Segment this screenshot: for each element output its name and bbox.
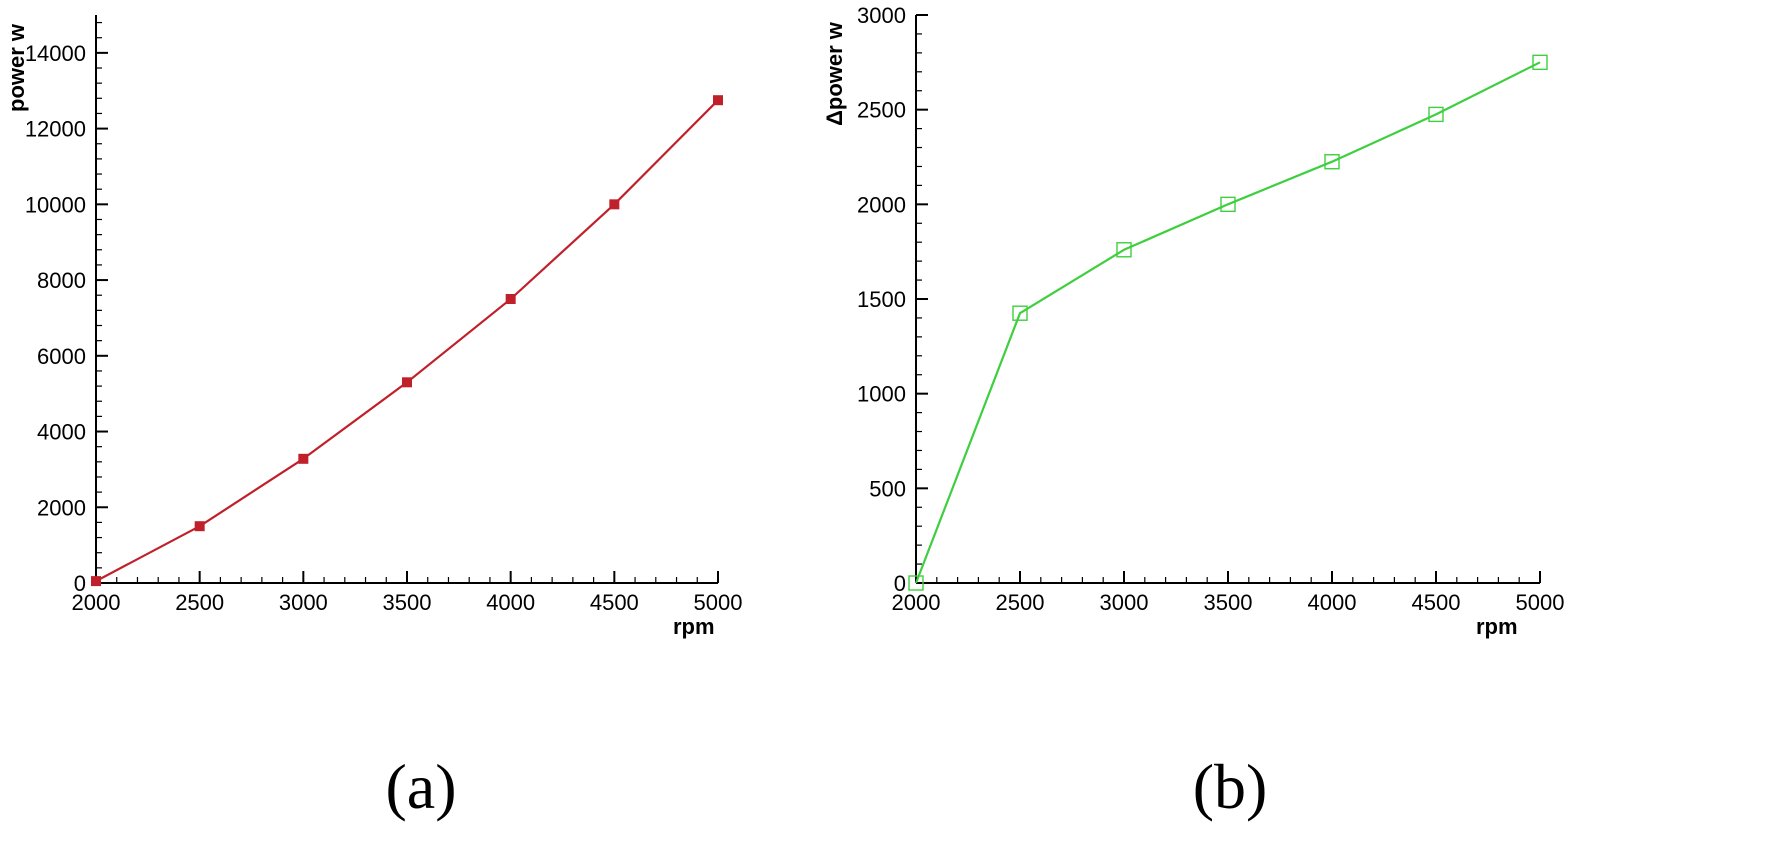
data-point bbox=[1324, 154, 1340, 170]
data-point bbox=[402, 377, 412, 388]
data-point bbox=[908, 575, 924, 591]
y-tick-label: 14000 bbox=[25, 41, 86, 66]
data-point bbox=[1532, 54, 1548, 71]
x-tick-label: 2500 bbox=[996, 590, 1045, 615]
x-tick-label: 4000 bbox=[486, 590, 535, 615]
x-tick-label: 2000 bbox=[892, 590, 941, 615]
y-tick-label: 10000 bbox=[25, 192, 86, 217]
x-tick-label: 4000 bbox=[1308, 590, 1357, 615]
x-tick-label: 3000 bbox=[279, 590, 328, 615]
data-point bbox=[1428, 106, 1444, 123]
axis-ticks-b bbox=[915, 14, 1541, 584]
data-point bbox=[1012, 305, 1028, 321]
panel-label-a: (a) bbox=[385, 751, 456, 822]
data-point bbox=[713, 95, 723, 106]
data-point bbox=[298, 453, 309, 464]
data-point bbox=[1116, 242, 1132, 258]
data-point bbox=[91, 576, 101, 587]
x-tick-label: 3500 bbox=[1204, 590, 1253, 615]
x-tick-label: 4500 bbox=[590, 590, 639, 615]
data-point bbox=[505, 294, 516, 304]
plot-area-a bbox=[91, 95, 723, 587]
series-line-a bbox=[95, 99, 719, 583]
y-tick-label: 500 bbox=[869, 476, 906, 501]
x-tick-label: 5000 bbox=[694, 590, 743, 615]
y-axis-title-b: Δpower w bbox=[822, 21, 847, 126]
chart-panel-a: 2000 2500 3000 3500 4000 4500 5000020004000600… bbox=[4, 15, 742, 822]
y-tick-label: 2000 bbox=[37, 495, 86, 520]
chart-panel-b: 2000 2500 3000 3500 4000 4500 5000 0 500 1000 1500… bbox=[822, 3, 1564, 822]
y-tick-label: 2000 bbox=[857, 192, 906, 217]
y-tick-label: 1500 bbox=[857, 287, 906, 312]
x-axis-title-b: rpm bbox=[1476, 614, 1518, 639]
y-tick-label: 1000 bbox=[857, 382, 906, 407]
y-tick-label: 4000 bbox=[37, 420, 86, 445]
x-tick-label: 5000 bbox=[1516, 590, 1565, 615]
data-point bbox=[1220, 196, 1236, 213]
y-tick-label: 8000 bbox=[37, 268, 86, 293]
y-tick-label: 3000 bbox=[857, 3, 906, 28]
panel-label-b: (b) bbox=[1193, 751, 1268, 822]
y-tick-label: 0 bbox=[74, 571, 86, 596]
series-line-b bbox=[914, 61, 1541, 584]
data-point bbox=[609, 199, 620, 210]
y-tick-label: 6000 bbox=[37, 344, 86, 369]
tick-labels-b: 2000 2500 3000 3500 4000 4500 5000 0 500 1000 1500… bbox=[857, 3, 1564, 615]
x-tick-label: 2500 bbox=[175, 590, 224, 615]
y-tick-label: 2500 bbox=[857, 98, 906, 123]
y-tick-label: 0 bbox=[894, 571, 906, 596]
x-tick-label: 4500 bbox=[1412, 590, 1461, 615]
x-tick-label: 3000 bbox=[1100, 590, 1149, 615]
axis-ticks-a bbox=[95, 15, 719, 584]
tick-labels-a: 2000 2500 3000 3500 4000 4500 5000020004000600… bbox=[25, 41, 743, 615]
x-tick-label: 2000 bbox=[72, 590, 121, 615]
plot-area-b bbox=[908, 54, 1548, 591]
y-axis-title-a: power w bbox=[4, 23, 29, 112]
y-tick-label: 12000 bbox=[25, 117, 86, 142]
data-point bbox=[194, 521, 205, 532]
x-axis-title-a: rpm bbox=[673, 614, 715, 639]
x-tick-label: 3500 bbox=[383, 590, 432, 615]
